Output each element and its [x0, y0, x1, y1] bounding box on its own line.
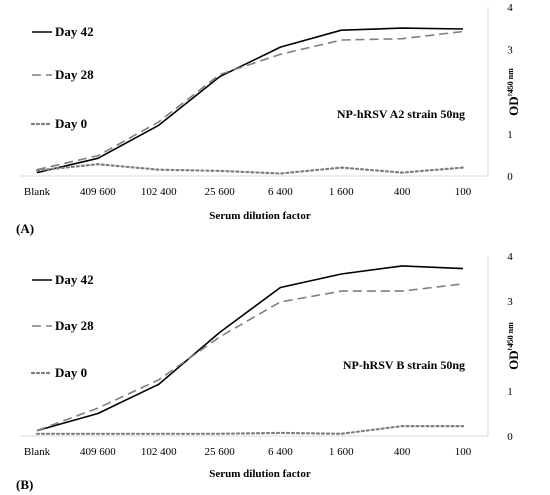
- y-axis-title-unit: 450 nm: [506, 322, 515, 347]
- x-tick-label: 6 400: [268, 446, 293, 458]
- x-tick-label: 100: [455, 186, 472, 198]
- y-tick-label: 2: [507, 341, 513, 353]
- series-line-day-42: [36, 27, 464, 174]
- x-tick-label: 102 400: [141, 446, 177, 458]
- y-tick-label: 0: [507, 431, 513, 443]
- y-axis-title-main: OD: [506, 350, 521, 370]
- y-tick-label: 2: [507, 87, 513, 99]
- x-tick-label: Blank: [24, 446, 51, 458]
- legend-label: Day 28: [55, 67, 94, 82]
- y-axis-title-main: OD: [506, 96, 521, 116]
- panel-label: (A): [16, 221, 34, 236]
- series-line-day-42: [36, 265, 464, 432]
- series-line-day-28: [36, 30, 464, 171]
- y-tick-label: 1: [507, 386, 513, 398]
- x-tick-label: 400: [394, 186, 411, 198]
- series-line-day-0: [35, 425, 465, 435]
- legend-label: Day 0: [55, 116, 87, 131]
- chart-annotation: NP-hRSV A2 strain 50ng: [337, 107, 465, 121]
- x-tick-label: 102 400: [141, 186, 177, 198]
- y-tick-label: 0: [507, 171, 513, 183]
- chart-panel-a: 0 1 2 3 4 Blank 409 600 102 400 25 600 6 400 1 600…: [16, 2, 521, 236]
- x-tick-label: 1 600: [329, 446, 354, 458]
- x-tick-label: 409 600: [80, 446, 116, 458]
- y-tick-label: 4: [507, 251, 513, 263]
- legend-label: Day 0: [55, 365, 87, 380]
- series-line-day-0: [35, 163, 465, 175]
- y-tick-label: 3: [507, 296, 513, 308]
- x-axis-title: Serum dilution factor: [209, 468, 311, 480]
- y-tick-label: 1: [507, 129, 513, 141]
- x-tick-label: 6 400: [268, 186, 293, 198]
- y-axis-title-unit: 450 nm: [506, 68, 515, 93]
- x-tick-label: 1 600: [329, 186, 354, 198]
- y-tick-label: 4: [507, 2, 513, 14]
- y-tick-label: 3: [507, 44, 513, 56]
- series-line-day-28: [36, 283, 464, 432]
- x-tick-label: 400: [394, 446, 411, 458]
- x-axis-title: Serum dilution factor: [209, 210, 311, 222]
- x-tick-label: 100: [455, 446, 472, 458]
- x-tick-label: 25 600: [204, 186, 235, 198]
- y-axis-title: OD 450 nm: [506, 68, 521, 116]
- x-tick-label: 409 600: [80, 186, 116, 198]
- x-tick-label: Blank: [24, 186, 51, 198]
- chart-panel-b: 0 1 2 3 4 Blank 409 600 102 400 25 600 6 400 1 600…: [16, 251, 521, 492]
- y-axis-title: OD 450 nm: [506, 322, 521, 370]
- x-tick-label: 25 600: [204, 446, 235, 458]
- legend-label: Day 42: [55, 272, 94, 287]
- chart-annotation: NP-hRSV B strain 50ng: [343, 358, 465, 372]
- legend-label: Day 28: [55, 318, 94, 333]
- panel-label: (B): [16, 477, 33, 492]
- legend-label: Day 42: [55, 24, 94, 39]
